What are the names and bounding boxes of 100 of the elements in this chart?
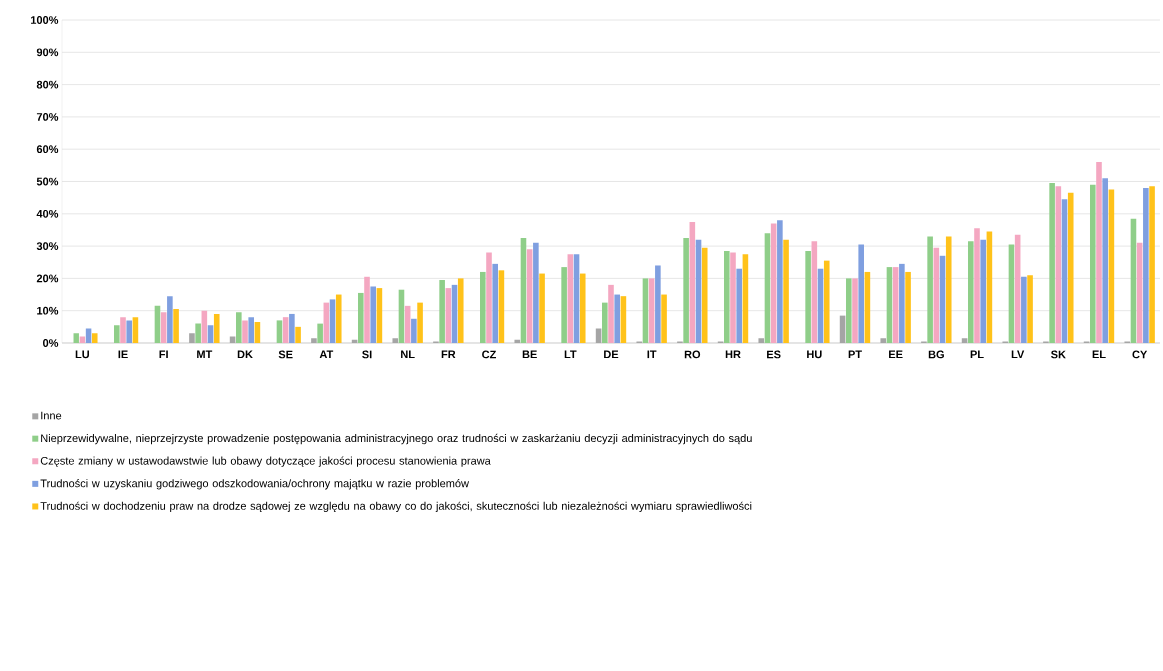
x-tick-label: PL — [970, 350, 984, 359]
bar — [852, 278, 858, 343]
bar — [282, 317, 289, 343]
bar — [899, 263, 905, 343]
bar — [927, 236, 933, 343]
y-tick-label: 70% — [36, 113, 59, 121]
bar — [417, 302, 423, 343]
bar — [533, 242, 539, 343]
bar — [561, 267, 567, 343]
bar — [1049, 183, 1055, 343]
bar — [683, 238, 689, 343]
x-tick-label: CY — [1132, 350, 1148, 359]
bar — [514, 339, 521, 343]
bar — [858, 244, 864, 343]
bar — [783, 239, 789, 343]
bar — [823, 260, 830, 343]
bar — [805, 250, 811, 343]
bar — [1021, 276, 1027, 343]
y-tick-label: 90% — [36, 48, 59, 57]
x-tick-label: IT — [647, 350, 657, 359]
bar — [114, 325, 120, 343]
x-tick-label: BG — [928, 350, 944, 359]
bar — [242, 320, 248, 343]
bar — [213, 313, 220, 343]
bar — [1027, 275, 1033, 343]
y-tick-label: 20% — [36, 274, 59, 283]
legend-label: Inne — [41, 411, 62, 420]
bar — [730, 252, 736, 343]
x-tick-label: RO — [684, 350, 701, 359]
bar — [167, 296, 173, 343]
bar — [648, 278, 655, 343]
bar — [358, 292, 364, 343]
bar — [457, 278, 464, 343]
y-tick-label: 30% — [36, 242, 59, 250]
x-tick-label: SK — [1051, 350, 1066, 359]
bar — [85, 328, 92, 343]
y-tick-label: 10% — [37, 306, 59, 315]
bar — [189, 333, 195, 343]
bar — [498, 270, 505, 343]
bar — [376, 288, 383, 343]
bar — [317, 323, 323, 343]
x-tick-label: DK — [237, 350, 253, 359]
bar — [620, 296, 627, 343]
y-tick-label: 60% — [36, 145, 59, 154]
bar — [126, 320, 133, 343]
bar — [370, 286, 376, 343]
bar — [905, 271, 911, 343]
bar — [173, 309, 179, 343]
bar — [567, 254, 574, 343]
bar — [248, 317, 254, 343]
bar — [329, 299, 336, 343]
x-tick-label: AT — [319, 350, 334, 359]
bar — [1067, 192, 1074, 343]
bar — [73, 333, 79, 343]
bar — [276, 320, 283, 343]
bar — [1102, 178, 1108, 343]
bar — [195, 323, 201, 343]
bar — [236, 312, 242, 343]
bar — [602, 302, 608, 343]
bar — [207, 325, 214, 343]
bar — [364, 276, 370, 343]
bar — [595, 328, 602, 343]
bar — [445, 288, 452, 343]
x-tick-label: FI — [159, 350, 168, 359]
y-tick-label: 0% — [43, 339, 59, 347]
bar — [492, 263, 498, 343]
x-tick-label: ES — [767, 350, 781, 359]
x-tick-label: EE — [889, 350, 903, 359]
bar — [1055, 186, 1062, 343]
bar — [736, 268, 742, 343]
bar — [967, 241, 974, 343]
x-tick-label: FR — [441, 350, 456, 359]
legend-label: Trudności w uzyskaniu godziwego odszkodowania/ochrony majątku w razie problemów — [40, 479, 469, 490]
bar — [614, 294, 620, 343]
bar — [758, 338, 765, 343]
bar — [742, 254, 749, 343]
x-tick-label: MT — [197, 350, 213, 359]
x-tick-label: IE — [118, 350, 128, 359]
bar — [526, 249, 533, 343]
bar — [295, 326, 301, 343]
x-tick-label: SI — [362, 350, 372, 359]
y-tick-label: 100% — [31, 16, 59, 24]
x-tick-label: NL — [401, 350, 415, 359]
bar — [1089, 184, 1096, 343]
bar — [539, 273, 545, 343]
x-tick-label: EL — [1092, 350, 1106, 359]
bar — [486, 252, 492, 343]
y-tick-label: 80% — [36, 80, 59, 89]
legend-label: Nieprzewidywalne, nieprzejrzyste prowadzenie postępowania administracyjnego oraz trudności w zaskarżaniu decyzji administracyjnych do sądu — [41, 433, 752, 445]
bar — [289, 313, 295, 343]
legend-label: Częste zmiany w ustawodawstwie lub obawy dotyczące jakości procesu stanowienia prawa — [40, 456, 491, 467]
bar — [655, 265, 661, 343]
bar — [132, 317, 139, 343]
x-tick-label: LV — [1011, 350, 1025, 359]
bar — [980, 239, 986, 343]
x-tick-label: CZ — [482, 350, 497, 359]
bar — [120, 317, 126, 343]
bar — [1008, 244, 1015, 343]
bar — [777, 220, 783, 343]
bar — [845, 278, 852, 343]
